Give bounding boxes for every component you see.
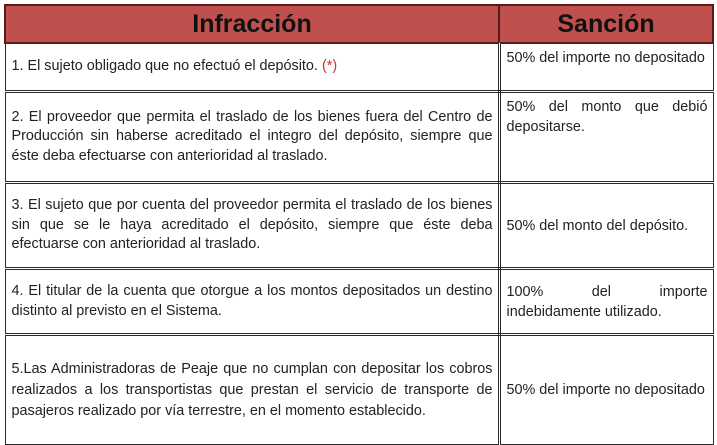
table-row: 2. El proveedor que permita el traslado … bbox=[4, 91, 714, 184]
table-row: 4. El titular de la cuenta que otorgue a… bbox=[4, 268, 714, 336]
sancion-cell: 100% del importe indebidamente utilizado… bbox=[498, 268, 714, 336]
sanctions-table: Infracción Sanción 1. El sujeto obligado… bbox=[4, 4, 714, 445]
sancion-cell: 50% del monto que debió depositarse. bbox=[498, 91, 714, 184]
infraccion-cell: 1. El sujeto obligado que no efectuó el … bbox=[4, 42, 501, 93]
table-row: 3. El sujeto que por cuenta del proveedo… bbox=[4, 182, 714, 270]
footnote-mark: (*) bbox=[321, 58, 338, 75]
infraccion-cell: 2. El proveedor que permita el traslado … bbox=[4, 91, 501, 184]
sancion-cell: 50% del importe no depositado bbox=[498, 334, 714, 445]
header-infraccion: Infracción bbox=[4, 4, 500, 44]
sanctions-table-container: Infracción Sanción 1. El sujeto obligado… bbox=[4, 4, 714, 445]
infraccion-text: 1. El sujeto obligado que no efectuó el … bbox=[11, 58, 318, 75]
sancion-cell: 50% del monto del depósito. bbox=[498, 182, 714, 270]
infraccion-cell: 4. El titular de la cuenta que otorgue a… bbox=[4, 268, 501, 336]
sancion-cell: 50% del importe no depositado bbox=[498, 42, 714, 93]
infraccion-cell: 3. El sujeto que por cuenta del proveedo… bbox=[4, 182, 501, 270]
header-sancion: Sanción bbox=[498, 4, 714, 44]
table-row: 5.Las Administradoras de Peaje que no cu… bbox=[4, 334, 714, 445]
table-row: 1. El sujeto obligado que no efectuó el … bbox=[4, 42, 714, 93]
table-header-row: Infracción Sanción bbox=[4, 4, 714, 44]
infraccion-cell: 5.Las Administradoras de Peaje que no cu… bbox=[4, 334, 501, 445]
